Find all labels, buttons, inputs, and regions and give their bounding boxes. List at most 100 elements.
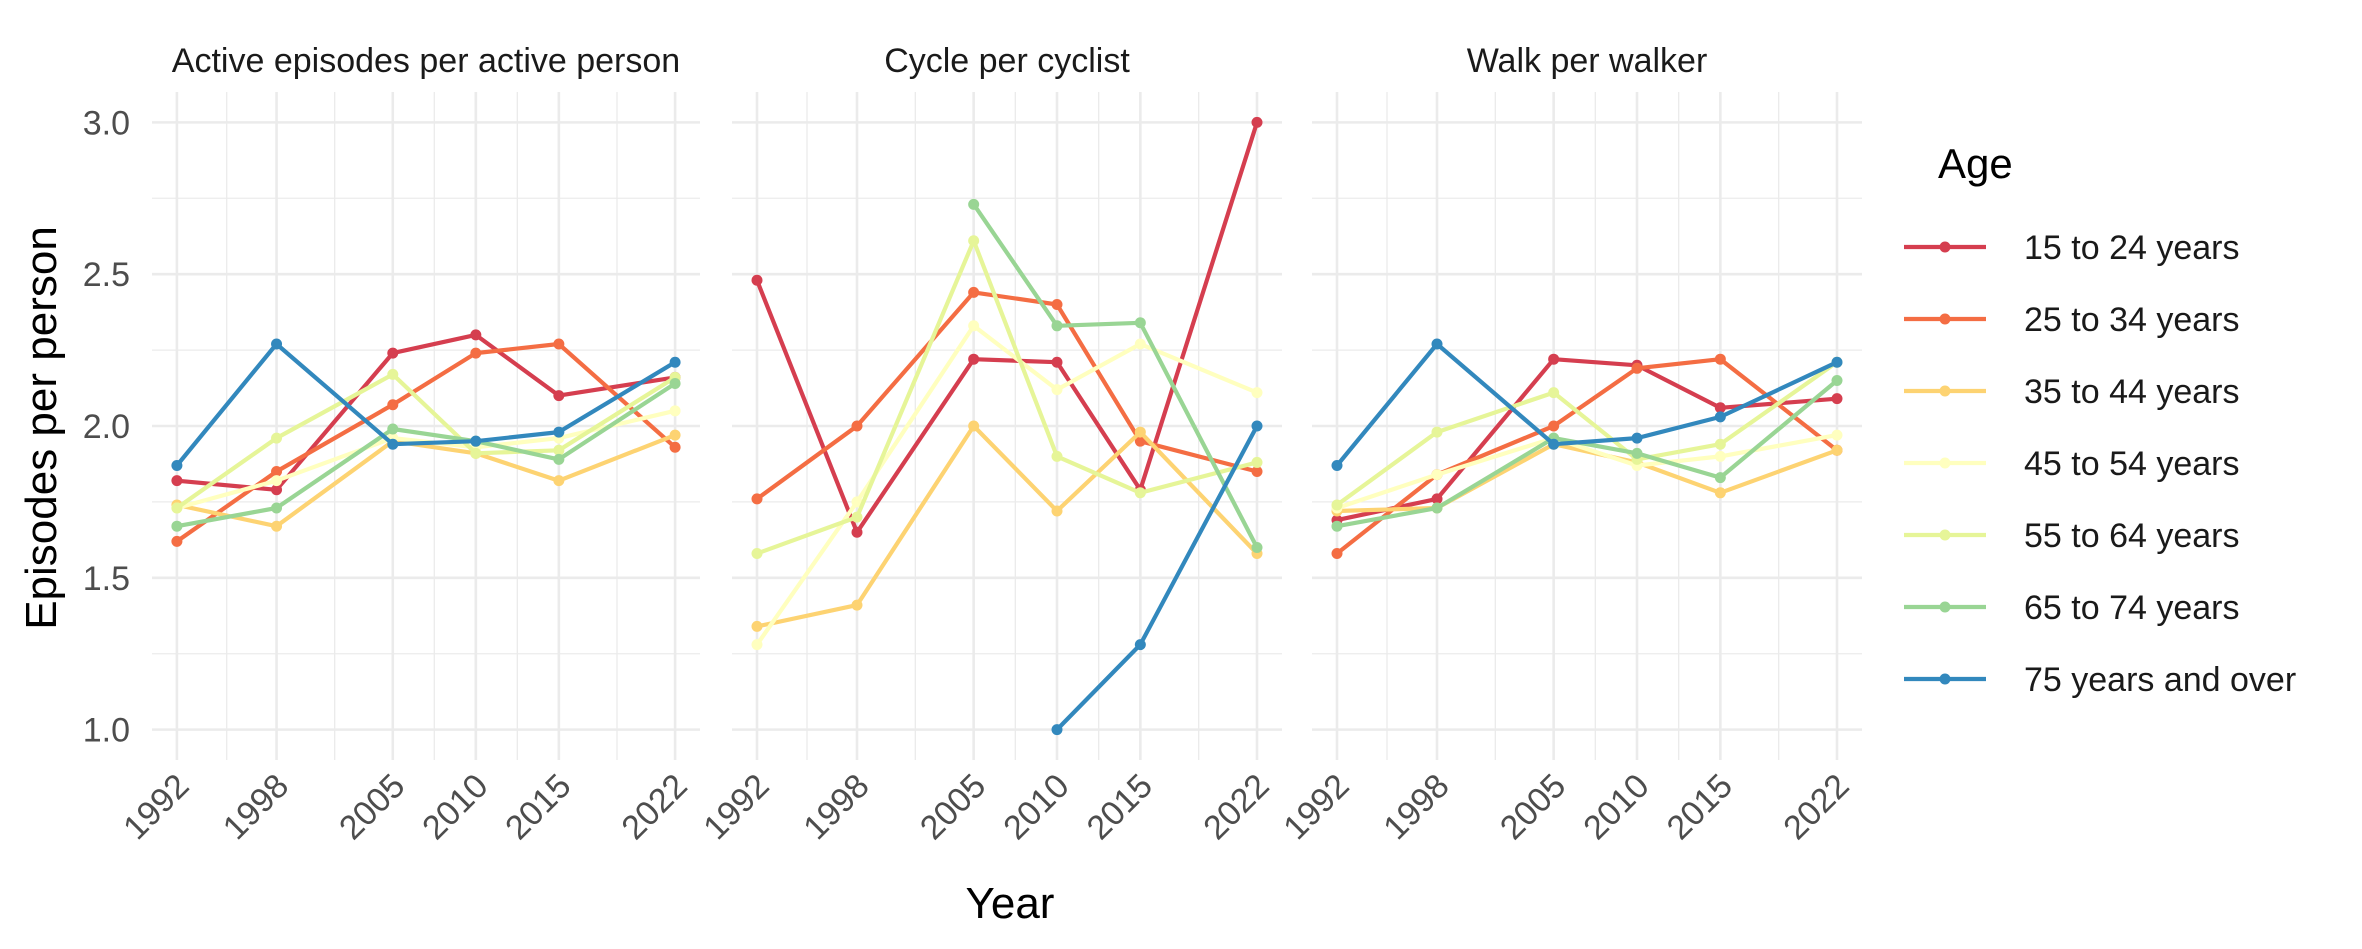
legend-label: 75 years and over	[2024, 661, 2296, 699]
legend-key-point	[1939, 241, 1951, 253]
data-point	[968, 353, 980, 365]
x-tick-label: 1992	[116, 767, 196, 847]
data-point	[271, 475, 283, 487]
legend-key-point	[1939, 601, 1951, 613]
data-point	[1831, 356, 1843, 368]
data-point	[1134, 639, 1146, 651]
data-point	[1548, 387, 1560, 399]
data-point	[751, 548, 763, 560]
data-point	[1331, 520, 1343, 532]
data-point	[1548, 353, 1560, 365]
y-tick-label: 1.0	[83, 712, 130, 750]
data-point	[1714, 472, 1726, 484]
series-line	[754, 323, 1260, 647]
data-point	[1714, 353, 1726, 365]
data-point	[271, 502, 283, 514]
x-tick-label: 2022	[614, 767, 694, 847]
x-tick-label: 1992	[696, 767, 776, 847]
series-line	[754, 120, 1260, 535]
panel-title: Active episodes per active person	[172, 42, 680, 80]
data-point	[1051, 724, 1063, 736]
legend: Age 15 to 24 years 25 to 34 years 35 to 44…	[1904, 140, 2296, 699]
x-tick-label: 2022	[1776, 767, 1856, 847]
data-point	[1714, 402, 1726, 414]
x-tick-label: 2022	[1196, 767, 1276, 847]
panel-title: Walk per walker	[1467, 42, 1708, 80]
legend-key-point	[1939, 385, 1951, 397]
data-point	[751, 620, 763, 632]
data-point	[271, 466, 283, 478]
data-point	[669, 429, 681, 441]
legend-key-point	[1939, 529, 1951, 541]
data-point	[470, 347, 482, 359]
series-group	[751, 116, 1263, 736]
data-point	[669, 377, 681, 389]
data-point	[470, 435, 482, 447]
legend-items: 15 to 24 years 25 to 34 years 35 to 44 yea…	[1904, 229, 2296, 699]
data-point	[1051, 450, 1063, 462]
data-point	[1431, 338, 1443, 350]
data-point	[553, 426, 565, 438]
data-point	[387, 347, 399, 359]
series-line	[1334, 442, 1840, 514]
data-point	[669, 441, 681, 453]
data-point	[1831, 429, 1843, 441]
x-tick-label: 2005	[913, 767, 993, 847]
data-point	[1548, 420, 1560, 432]
x-tick-label: 1992	[1276, 767, 1356, 847]
y-tick-label: 2.5	[83, 256, 130, 294]
series-line	[174, 433, 678, 529]
data-point	[669, 356, 681, 368]
data-point	[387, 438, 399, 450]
legend-item: 65 to 74 years	[1904, 589, 2239, 627]
x-tick-label: 1998	[216, 767, 296, 847]
data-point	[1251, 466, 1263, 478]
legend-label: 65 to 74 years	[2024, 589, 2239, 627]
data-point	[1631, 362, 1643, 374]
series-group	[1331, 338, 1843, 560]
data-point	[470, 329, 482, 341]
x-tick-label: 2010	[996, 767, 1076, 847]
x-tick-label: 2010	[415, 767, 495, 847]
legend-item: 35 to 44 years	[1904, 373, 2239, 411]
legend-item: 45 to 54 years	[1904, 445, 2239, 483]
series-line	[174, 381, 678, 529]
data-point	[751, 639, 763, 651]
data-point	[1134, 426, 1146, 438]
legend-label: 45 to 54 years	[2024, 445, 2239, 483]
legend-item: 15 to 24 years	[1904, 229, 2239, 267]
data-point	[1714, 411, 1726, 423]
y-tick-label: 1.5	[83, 560, 130, 598]
data-point	[387, 399, 399, 411]
legend-label: 35 to 44 years	[2024, 373, 2239, 411]
data-point	[553, 390, 565, 402]
series-line	[174, 332, 678, 492]
data-point	[1431, 469, 1443, 481]
series-line	[1334, 378, 1840, 529]
data-point	[1251, 456, 1263, 468]
series-line	[174, 341, 678, 468]
data-point	[1134, 435, 1146, 447]
series-line	[754, 238, 1260, 556]
data-point	[851, 599, 863, 611]
data-point	[1831, 374, 1843, 386]
data-point	[271, 432, 283, 444]
legend-label: 25 to 34 years	[2024, 301, 2239, 339]
data-point	[1251, 420, 1263, 432]
panel-1: Active episodes per active person 1.0 1.5 2…	[83, 42, 700, 847]
legend-title: Age	[1938, 140, 2013, 187]
data-point	[171, 535, 183, 547]
panel-2: Cycle per cyclist 1992 1998 2005 2010 2015 202…	[696, 42, 1282, 847]
y-tick-label: 2.0	[83, 408, 130, 446]
legend-label: 15 to 24 years	[2024, 229, 2239, 267]
data-point	[968, 320, 980, 332]
series-group	[171, 329, 681, 547]
series-line	[1334, 357, 1840, 556]
data-point	[553, 444, 565, 456]
data-point	[1331, 459, 1343, 471]
data-point	[851, 511, 863, 523]
data-point	[553, 475, 565, 487]
data-point	[1714, 450, 1726, 462]
